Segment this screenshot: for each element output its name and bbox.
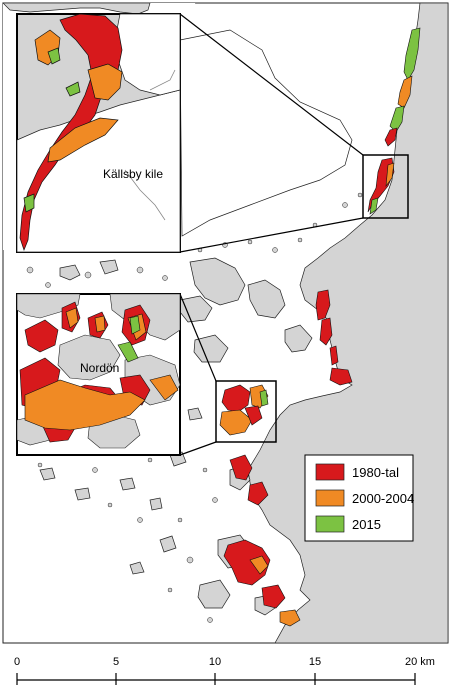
inset-connectors bbox=[179, 13, 364, 456]
kallsby-label: Källsby kile bbox=[103, 167, 163, 181]
locator-boxes bbox=[215, 154, 409, 443]
scale-labels: 0 5 10 15 20 km bbox=[14, 656, 435, 668]
scale-tick-5: 5 bbox=[113, 656, 119, 668]
kallsby-locator-box bbox=[362, 154, 409, 219]
legend-label-1980: 1980-tal bbox=[352, 465, 399, 480]
legend-swatch-2000 bbox=[315, 489, 345, 507]
inset-nordon: Nordön bbox=[16, 293, 181, 456]
legend-label-2000: 2000-2004 bbox=[352, 491, 414, 506]
small-islets bbox=[26, 192, 363, 623]
legend-item: 2000-2004 bbox=[315, 489, 414, 507]
main-map-patches bbox=[219, 27, 421, 627]
scale-bar bbox=[16, 673, 416, 685]
inset-kallsby: Källsby kile bbox=[16, 13, 181, 253]
scale-tick-10: 10 bbox=[209, 656, 221, 668]
legend-item: 2015 bbox=[315, 515, 381, 533]
legend: 1980-tal 2000-2004 2015 bbox=[304, 454, 414, 542]
legend-label-2015: 2015 bbox=[352, 517, 381, 532]
scale-tick-20: 20 km bbox=[405, 656, 435, 668]
legend-swatch-1980 bbox=[315, 463, 345, 481]
legend-swatch-2015 bbox=[315, 515, 345, 533]
nordon-locator-box bbox=[215, 380, 277, 443]
scale-tick-15: 15 bbox=[309, 656, 321, 668]
scale-tick-0: 0 bbox=[14, 656, 20, 668]
nordon-label: Nordön bbox=[80, 361, 119, 375]
legend-item: 1980-tal bbox=[315, 463, 399, 481]
central-bay bbox=[179, 29, 353, 237]
